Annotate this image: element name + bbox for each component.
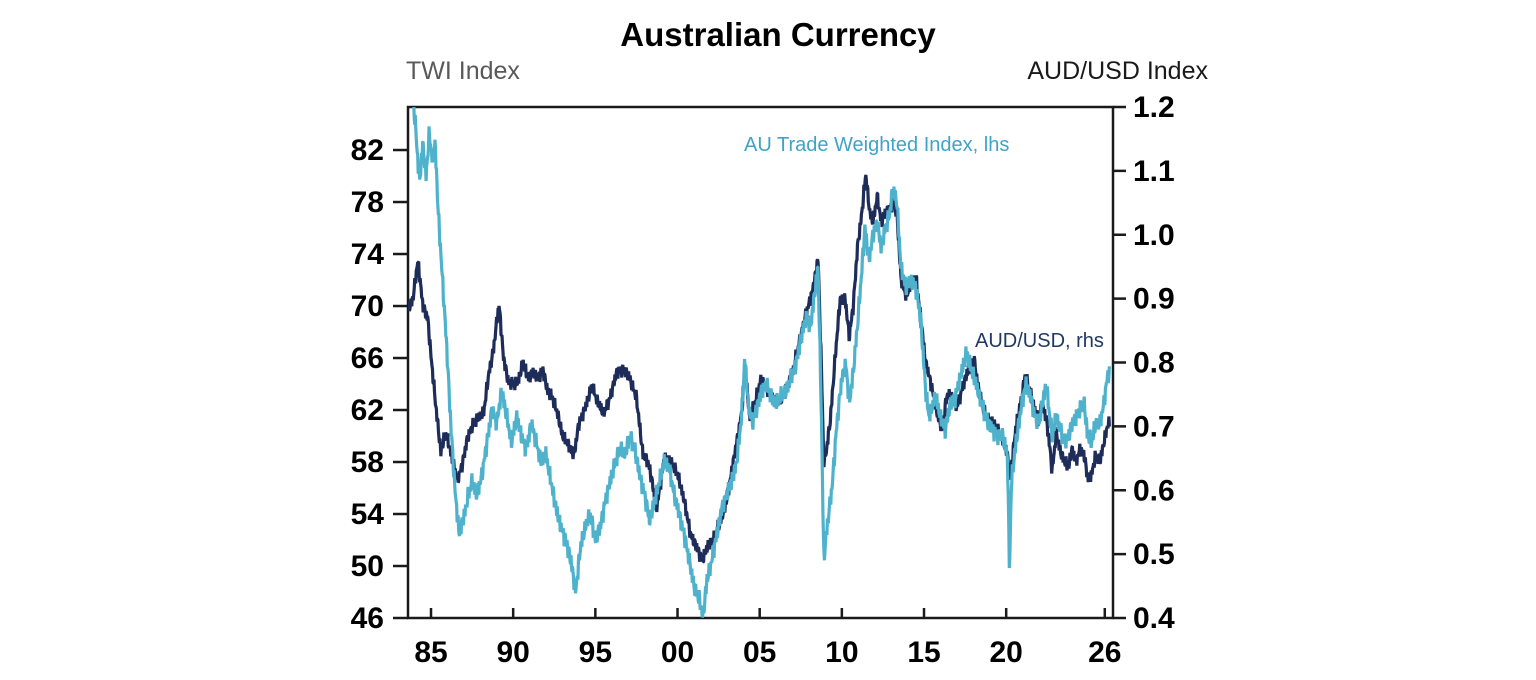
left-axis-tick-label: 54 (351, 498, 385, 531)
right-axis-title: AUD/USD Index (1027, 57, 1208, 85)
right-axis-tick-label: 0.4 (1133, 602, 1175, 635)
right-axis-tick-label: 0.6 (1133, 474, 1175, 507)
chart-generated-layer: 46 50 54 58 62 66 70 74 78 82 0.4 0.5 0.6 0.7 0.8 0.9 1.… (351, 91, 1175, 669)
right-axis-tick-label: 1.2 (1133, 91, 1175, 124)
left-axis-tick-label: 82 (351, 134, 384, 167)
left-axis-tick-label: 66 (351, 342, 384, 375)
chart-title: Australian Currency (620, 16, 936, 53)
x-axis-tick-label: 20 (989, 636, 1022, 669)
left-axis-tick-label: 70 (351, 290, 384, 323)
plot-border (406, 105, 1115, 620)
series-label-audusd-rhs: AUD/USD, rhs (975, 330, 1104, 352)
x-axis-tick-label: 10 (825, 636, 858, 669)
left-axis-title: TWI Index (406, 57, 520, 85)
right-axis-tick-label: 0.9 (1133, 283, 1175, 316)
series-line-twi (412, 107, 1111, 618)
left-axis-tick-label: 50 (351, 550, 384, 583)
x-axis-tick-label: 85 (414, 636, 447, 669)
x-axis-tick-label: 00 (661, 636, 694, 669)
x-axis-tick-label: 26 (1088, 636, 1121, 669)
series-line-audusd (408, 174, 1111, 564)
x-axis-tick-label: 95 (579, 636, 612, 669)
left-axis-tick-label: 74 (351, 238, 385, 271)
left-axis-tick-label: 46 (351, 602, 384, 635)
x-axis-tick-label: 15 (907, 636, 940, 669)
left-axis-tick-label: 78 (351, 186, 384, 219)
right-axis-tick-label: 0.5 (1133, 538, 1175, 571)
right-axis-tick-label: 0.8 (1133, 347, 1175, 380)
left-axis-tick-label: 62 (351, 394, 384, 427)
right-axis-tick-label: 1.0 (1133, 219, 1175, 252)
series-label-twi-lhs: AU Trade Weighted Index, lhs (744, 134, 1009, 156)
right-axis-tick-label: 0.7 (1133, 410, 1175, 443)
left-axis-tick-label: 58 (351, 446, 384, 479)
right-axis-tick-label: 1.1 (1133, 155, 1175, 188)
x-axis-tick-label: 90 (496, 636, 529, 669)
x-axis-tick-label: 05 (743, 636, 776, 669)
